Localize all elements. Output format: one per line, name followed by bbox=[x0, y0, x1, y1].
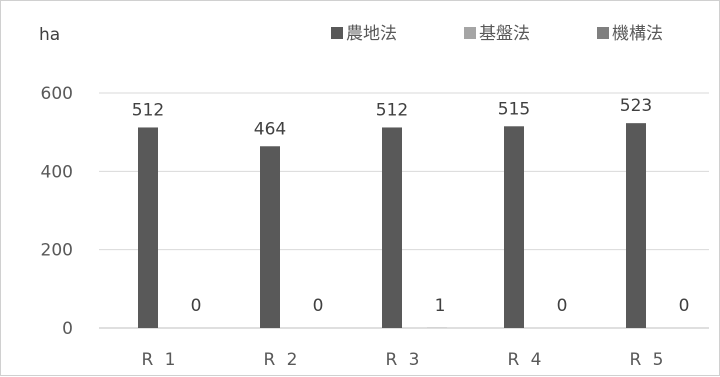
bar bbox=[260, 146, 280, 328]
bars: 512046405121515052300 bbox=[132, 96, 720, 328]
x-axis-categories: R 1 R 2 R 3 R 4 R 5 bbox=[141, 350, 666, 370]
data-label: 515 bbox=[498, 99, 530, 119]
legend: 農地法 基盤法 機構法 bbox=[331, 24, 663, 44]
data-label: 464 bbox=[254, 119, 286, 139]
x-category-label: R 1 bbox=[141, 350, 178, 370]
legend-swatch bbox=[597, 27, 609, 39]
x-category-label: R 4 bbox=[507, 350, 544, 370]
x-category-label: R 2 bbox=[263, 350, 300, 370]
legend-label: 基盤法 bbox=[479, 24, 530, 44]
y-axis-unit-label: ha bbox=[39, 25, 60, 45]
data-label: 523 bbox=[620, 96, 652, 116]
data-label: 512 bbox=[376, 100, 408, 120]
data-label: 1 bbox=[435, 296, 446, 316]
y-tick-label: 400 bbox=[41, 162, 73, 182]
bar bbox=[382, 127, 402, 328]
gridlines bbox=[99, 93, 709, 328]
x-category-label: R 3 bbox=[385, 350, 422, 370]
y-tick-label: 200 bbox=[41, 241, 73, 261]
bar bbox=[626, 123, 646, 328]
bar bbox=[138, 127, 158, 328]
data-label: 0 bbox=[191, 296, 202, 316]
data-label: 0 bbox=[557, 296, 568, 316]
y-axis-ticks: 0 200 400 600 bbox=[41, 84, 73, 339]
data-label: 0 bbox=[313, 296, 324, 316]
y-tick-label: 0 bbox=[62, 319, 73, 339]
legend-label: 農地法 bbox=[346, 24, 397, 44]
data-label: 512 bbox=[132, 100, 164, 120]
y-tick-label: 600 bbox=[41, 84, 73, 104]
x-category-label: R 5 bbox=[629, 350, 666, 370]
legend-label: 機構法 bbox=[612, 24, 663, 44]
data-label: 0 bbox=[679, 296, 690, 316]
bar bbox=[504, 126, 524, 328]
legend-swatch bbox=[331, 27, 343, 39]
legend-swatch bbox=[464, 27, 476, 39]
